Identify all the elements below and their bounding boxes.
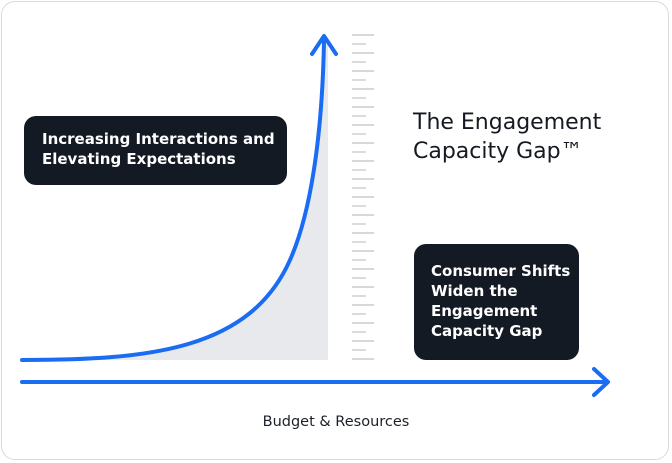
gap-ruler xyxy=(352,34,374,360)
growth-curve-arrowhead xyxy=(310,34,338,56)
callout-right-line-1: Consumer Shifts xyxy=(431,262,571,280)
callout-left-line-2: Elevating Expectations xyxy=(42,150,236,168)
callout-right-line-3: Engagement xyxy=(431,302,538,320)
gap-shaded-area xyxy=(22,42,328,360)
x-axis-arrowhead xyxy=(592,367,610,397)
title-line-1: The Engagement xyxy=(413,110,602,135)
callout-left-line-1: Increasing Interactions and xyxy=(42,130,275,148)
growth-curve xyxy=(20,40,326,362)
callout-increasing-interactions: Increasing Interactions and Elevating Ex… xyxy=(24,116,287,185)
diagram-title: The Engagement Capacity Gap™ xyxy=(413,108,663,166)
title-line-2: Capacity Gap™ xyxy=(413,139,583,164)
callout-consumer-shifts: Consumer Shifts Widen the Engagement Cap… xyxy=(414,244,579,360)
x-axis-label: Budget & Resources xyxy=(262,414,410,430)
callout-right-line-2: Widen the xyxy=(431,282,518,300)
callout-right-line-4: Capacity Gap xyxy=(431,322,543,340)
